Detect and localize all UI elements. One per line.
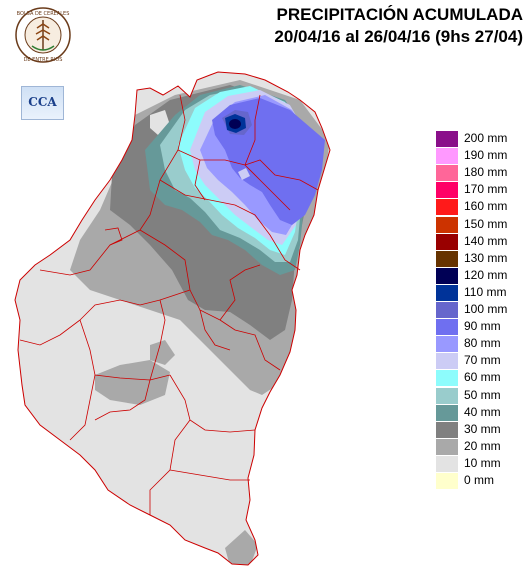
logo-ring-top-text: BOLSA DE CEREALES [17, 11, 70, 17]
legend-item: 190 mm [436, 148, 528, 166]
bolsa-cereales-logo: BOLSA DE CEREALES DE ENTRE RIOS [15, 7, 71, 63]
legend-item: 40 mm [436, 404, 528, 422]
title-line-2: 20/04/16 al 26/04/16 (9hs 27/04) [274, 27, 523, 46]
legend-label: 110 mm [464, 284, 507, 299]
legend-label: 70 mm [464, 353, 501, 368]
legend-label: 60 mm [464, 370, 501, 385]
legend-swatch [436, 302, 458, 320]
title-line-1: PRECIPITACIÓN ACUMULADA [276, 5, 524, 24]
legend-label: 130 mm [464, 250, 508, 265]
cca-logo-text: CCA [28, 95, 57, 109]
legend-label: 140 mm [464, 233, 508, 248]
legend-swatch [436, 250, 458, 268]
legend-label: 50 mm [464, 387, 501, 402]
legend-item: 10 mm [436, 455, 528, 473]
cca-logo: CCA [21, 86, 64, 120]
legend-item: 110 mm [436, 284, 528, 302]
legend-item: 100 mm [436, 302, 528, 320]
legend-swatch [436, 370, 458, 388]
legend-item: 120 mm [436, 267, 528, 285]
legend-item: 140 mm [436, 233, 528, 251]
legend-swatch [436, 165, 458, 183]
legend-item: 130 mm [436, 250, 528, 268]
legend-label: 190 mm [464, 148, 508, 163]
legend-item: 70 mm [436, 353, 528, 371]
legend-label: 90 mm [464, 319, 501, 334]
legend-label: 80 mm [464, 336, 501, 351]
legend-swatch [436, 455, 458, 473]
legend-label: 160 mm [464, 199, 508, 214]
legend-label: 150 mm [464, 216, 508, 231]
legend-item: 50 mm [436, 387, 528, 405]
legend-swatch [436, 473, 458, 491]
legend-item: 30 mm [436, 421, 528, 439]
legend-item: 170 mm [436, 182, 528, 200]
legend-swatch [436, 353, 458, 371]
legend-label: 0 mm [464, 473, 494, 487]
logo-ring-bottom-text: DE ENTRE RIOS [24, 57, 63, 63]
legend-swatch [436, 267, 458, 285]
legend-label: 20 mm [464, 438, 501, 453]
legend-label: 40 mm [464, 404, 501, 419]
legend-item: 0 mm [436, 473, 528, 491]
legend-label: 30 mm [464, 421, 501, 436]
legend-swatch [436, 131, 458, 149]
legend-label: 200 mm [464, 131, 508, 145]
legend-label: 170 mm [464, 182, 508, 197]
legend-swatch [436, 182, 458, 200]
map-title: PRECIPITACIÓN ACUMULADA 20/04/16 al 26/0… [274, 4, 523, 48]
legend-item: 200 mm [436, 131, 528, 149]
legend-swatch [436, 233, 458, 251]
legend-swatch [436, 284, 458, 302]
legend-label: 180 mm [464, 165, 508, 180]
legend-item: 150 mm [436, 216, 528, 234]
legend-swatch [436, 319, 458, 337]
legend-label: 100 mm [464, 302, 508, 316]
legend-swatch [436, 148, 458, 166]
legend-item: 60 mm [436, 370, 528, 388]
legend-swatch [436, 387, 458, 405]
legend-swatch [436, 421, 458, 439]
legend-item: 90 mm [436, 319, 528, 337]
legend-label: 10 mm [464, 455, 501, 470]
legend-label: 120 mm [464, 267, 508, 282]
legend-swatch [436, 199, 458, 217]
legend-swatch [436, 336, 458, 354]
legend-item: 180 mm [436, 165, 528, 183]
legend-swatch [436, 404, 458, 422]
legend-item: 20 mm [436, 438, 528, 456]
legend-item: 80 mm [436, 336, 528, 354]
legend-swatch [436, 216, 458, 234]
legend-item: 160 mm [436, 199, 528, 217]
legend-swatch [436, 438, 458, 456]
